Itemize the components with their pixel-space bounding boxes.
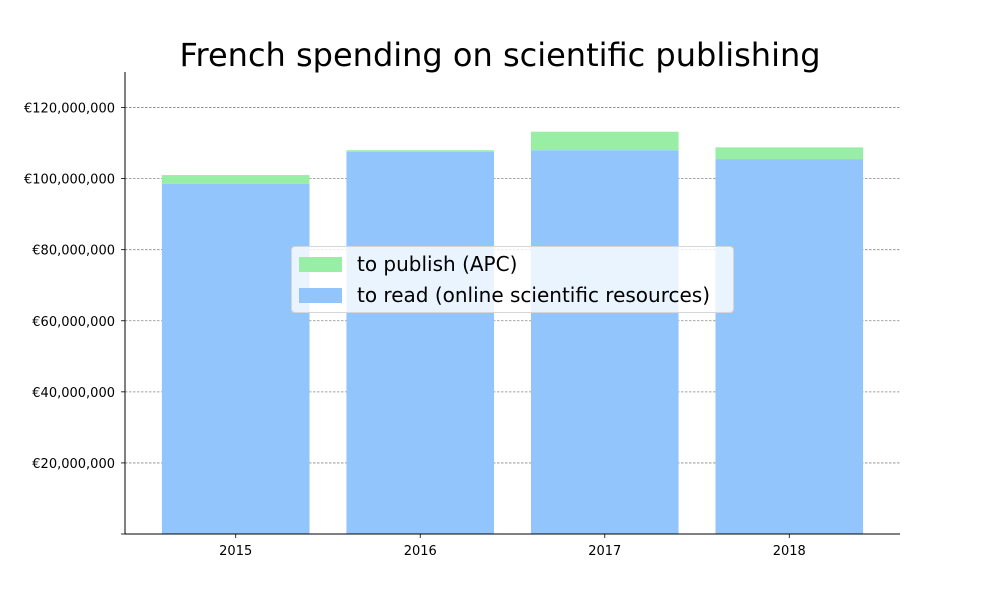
bar-read-2015	[161, 183, 310, 534]
y-tick-label-1: €40,000,000	[32, 386, 115, 401]
bar-apc-2015	[161, 175, 310, 184]
legend-swatch-apc	[299, 256, 342, 272]
x-tick-label-2018: 2018	[773, 544, 806, 559]
y-tick-label-0: €20,000,000	[32, 457, 115, 472]
y-tick-label-3: €80,000,000	[32, 244, 115, 259]
legend-label-apc: to publish (APC)	[357, 252, 518, 276]
y-tick-label-4: €100,000,000	[24, 173, 115, 188]
y-tick-label-5: €120,000,000	[24, 102, 115, 117]
legend-swatch-read	[299, 287, 342, 303]
bar-apc-2018	[715, 147, 864, 160]
bar-apc-2016	[346, 150, 495, 152]
x-tick-label-2015: 2015	[219, 544, 252, 559]
chart-title: French spending on scientific publishing	[179, 36, 821, 74]
bar-read-2016	[346, 151, 495, 534]
y-tick-label-2: €60,000,000	[32, 315, 115, 330]
legend-item-read: to read (online scientific resources)	[299, 283, 710, 307]
legend: to publish (APC) to read (online scienti…	[291, 246, 734, 313]
bar-read-2017	[530, 150, 679, 534]
bar-read-2018	[715, 159, 864, 535]
legend-label-read: to read (online scientific resources)	[357, 283, 711, 307]
x-tick-label-2017: 2017	[588, 544, 621, 559]
legend-item-apc: to publish (APC)	[299, 252, 517, 276]
x-tick-label-2016: 2016	[404, 544, 437, 559]
bar-apc-2017	[530, 131, 679, 151]
